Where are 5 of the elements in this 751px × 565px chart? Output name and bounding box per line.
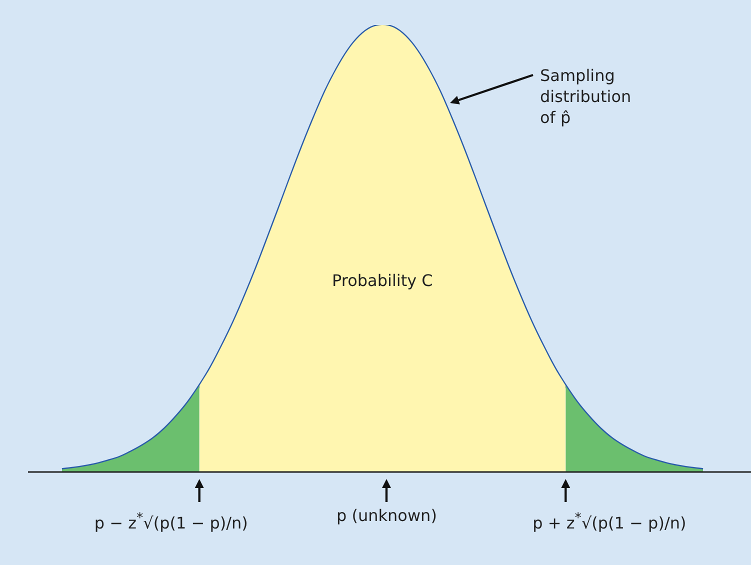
text: p + z$^{*}$√(p(1 − p)/n): [532, 510, 686, 534]
text: p − z$^{*}$√(p(1 − p)/n): [94, 510, 248, 534]
annotation: Sampling distribution of p̂: [540, 65, 632, 128]
text: p (unknown): [336, 505, 437, 526]
annotation: Probability C: [332, 270, 433, 291]
